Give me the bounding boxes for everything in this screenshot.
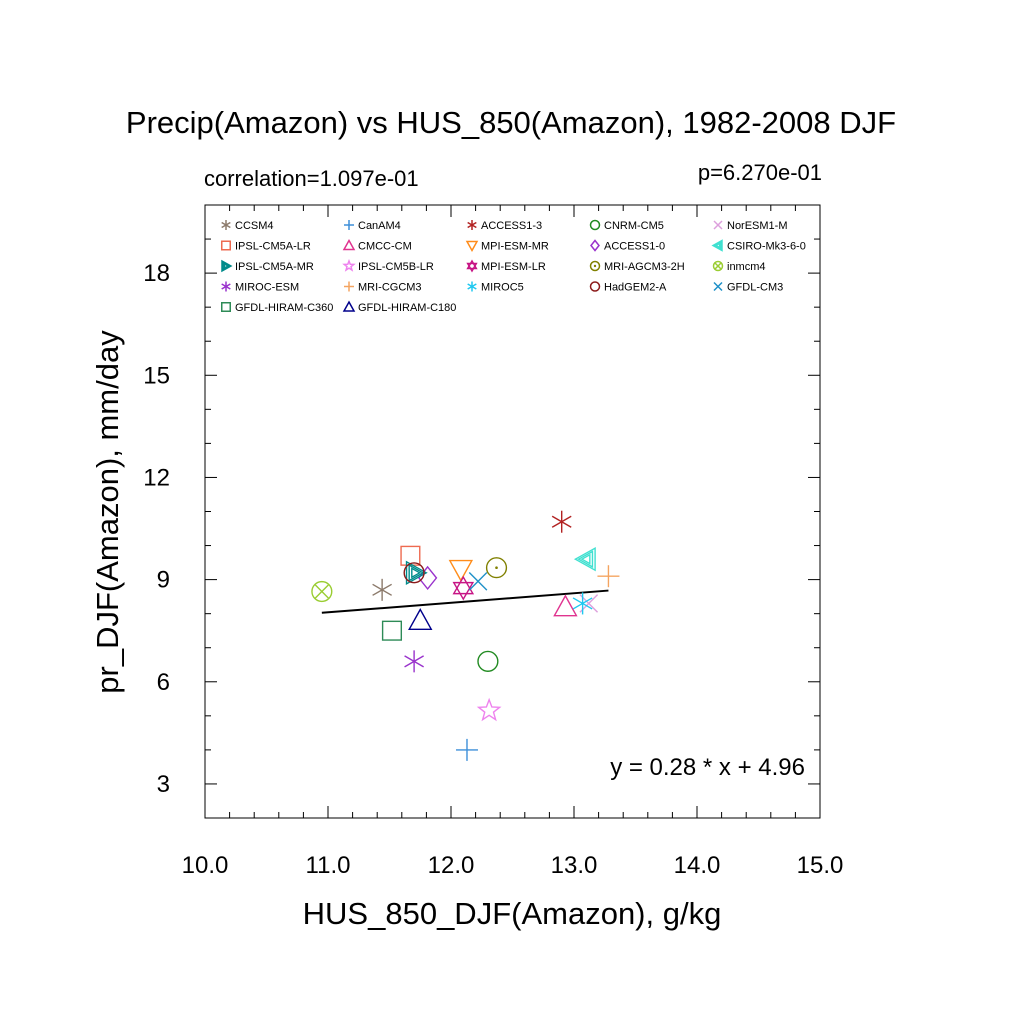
- legend-label: CanAM4: [358, 220, 401, 232]
- legend-item: CanAM4: [344, 220, 401, 232]
- legend-label: MIROC-ESM: [235, 282, 299, 294]
- legend-item: IPSL-CM5A-MR: [221, 259, 314, 273]
- data-point: [572, 592, 593, 615]
- data-point: [553, 594, 578, 617]
- legend-item: MPI-ESM-MR: [465, 241, 549, 253]
- legend-label: inmcm4: [727, 261, 766, 273]
- y-tick-labels: 3 6 9 12 15 18: [143, 260, 170, 798]
- legend-label: GFDL-HIRAM-C180: [358, 302, 456, 314]
- legend-item: HadGEM2-A: [589, 281, 667, 294]
- legend-item: IPSL-CM5B-LR: [342, 258, 434, 273]
- data-point: [455, 738, 478, 761]
- data-point: [311, 580, 333, 603]
- x-axis-label: HUS_850_DJF(Amazon), g/kg: [303, 896, 722, 931]
- legend: CCSM4 CanAM4 ACCESS1-3 CNRM-CM5 NorESM1-M IPS…: [221, 219, 806, 314]
- data-point: [476, 697, 502, 722]
- legend-label: MPI-ESM-MR: [481, 241, 549, 253]
- x-tick-label: 13.0: [551, 852, 598, 879]
- legend-label: CNRM-CM5: [604, 220, 664, 232]
- y-tick-label: 18: [143, 260, 170, 287]
- data-point: [452, 575, 475, 601]
- legend-item: MPI-ESM-LR: [466, 259, 546, 273]
- legend-item: GFDL-HIRAM-C360: [221, 302, 333, 314]
- p-value-label: p=6.270e-01: [698, 160, 822, 185]
- data-point: [405, 560, 428, 585]
- legend-item: CMCC-CM: [342, 238, 412, 253]
- legend-item: inmcm4: [712, 260, 766, 273]
- x-tick-label: 15.0: [797, 852, 844, 879]
- legend-label: HadGEM2-A: [604, 282, 667, 294]
- legend-label: MRI-CGCM3: [358, 282, 422, 294]
- legend-label: CMCC-CM: [358, 241, 412, 253]
- legend-item: GFDL-CM3: [713, 282, 783, 294]
- legend-item: MRI-AGCM3-2H: [589, 260, 685, 273]
- data-point: [477, 650, 499, 672]
- legend-label: GFDL-CM3: [727, 282, 783, 294]
- data-point: [372, 578, 392, 601]
- legend-label: ACCESS1-3: [481, 220, 542, 232]
- legend-item: MIROC-ESM: [221, 281, 299, 294]
- x-tick-label: 10.0: [182, 852, 229, 879]
- legend-item: ACCESS1-3: [467, 220, 542, 232]
- legend-label: CSIRO-Mk3-6-0: [727, 241, 806, 253]
- data-point: [573, 546, 596, 572]
- x-tick-label: 14.0: [674, 852, 721, 879]
- legend-label: IPSL-CM5A-MR: [235, 261, 314, 273]
- legend-item: MRI-CGCM3: [344, 281, 422, 294]
- regression-equation: y = 0.28 * x + 4.96: [610, 754, 805, 781]
- y-tick-label: 15: [143, 362, 170, 389]
- legend-label: MRI-AGCM3-2H: [604, 261, 685, 273]
- y-tick-label: 9: [157, 567, 170, 594]
- legend-label: NorESM1-M: [727, 220, 788, 232]
- data-point: [400, 545, 421, 566]
- data-point: [403, 562, 425, 584]
- x-tick-labels: 10.0 11.0 12.0 13.0 14.0 15.0: [182, 852, 844, 879]
- y-tick-label: 3: [157, 771, 170, 798]
- legend-item: IPSL-CM5A-LR: [221, 240, 311, 253]
- legend-label: MPI-ESM-LR: [481, 261, 546, 273]
- x-tick-label: 11.0: [306, 852, 351, 879]
- y-tick-label: 12: [143, 464, 170, 491]
- x-tick-label: 12.0: [428, 852, 475, 879]
- data-point: [448, 559, 474, 582]
- legend-item: CSIRO-Mk3-6-0: [711, 239, 806, 253]
- data-point: [408, 608, 433, 630]
- legend-item: CNRM-CM5: [589, 219, 664, 232]
- data-points: [311, 510, 620, 761]
- data-point: [551, 510, 572, 533]
- y-axis-label: pr_DJF(Amazon), mm/day: [90, 330, 125, 694]
- legend-label: IPSL-CM5B-LR: [358, 261, 434, 273]
- data-point: [381, 620, 403, 641]
- data-point: [404, 650, 424, 673]
- y-tick-label: 6: [157, 669, 170, 696]
- data-point: [485, 557, 508, 579]
- legend-item: GFDL-HIRAM-C180: [342, 300, 456, 314]
- data-point: [597, 565, 620, 588]
- legend-item: CCSM4: [221, 220, 274, 232]
- regression-line: [321, 589, 609, 614]
- legend-label: CCSM4: [235, 220, 274, 232]
- legend-item: ACCESS1-0: [590, 239, 665, 253]
- data-point: [468, 572, 488, 591]
- axis-ticks: [204, 204, 821, 819]
- correlation-label: correlation=1.097e-01: [204, 166, 419, 191]
- chart-title: Precip(Amazon) vs HUS_850(Amazon), 1982-…: [126, 105, 896, 140]
- legend-label: MIROC5: [481, 282, 524, 294]
- legend-label: ACCESS1-0: [604, 241, 665, 253]
- plot-frame: [204, 204, 821, 819]
- legend-item: MIROC5: [467, 281, 524, 294]
- legend-label: IPSL-CM5A-LR: [235, 241, 311, 253]
- legend-item: NorESM1-M: [713, 220, 788, 232]
- legend-label: GFDL-HIRAM-C360: [235, 302, 333, 314]
